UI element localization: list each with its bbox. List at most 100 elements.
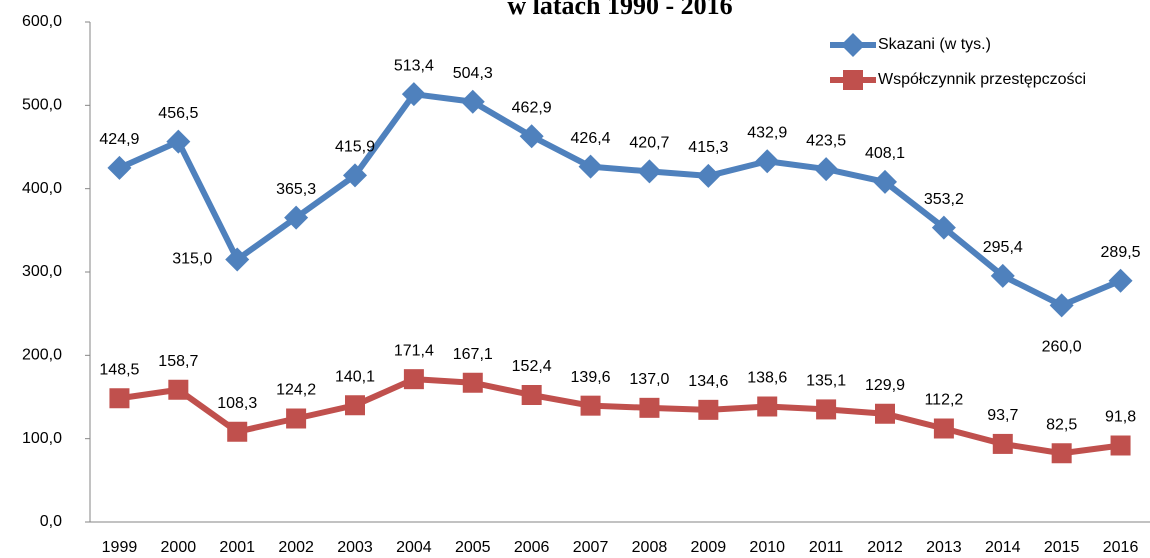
marker [284,205,309,230]
legend-label: Skazani (w tys.) [878,36,991,53]
data-label: 124,2 [276,382,316,399]
y-tick-label: 400,0 [22,180,62,197]
marker [107,155,132,180]
data-label: 315,0 [172,251,212,268]
data-label: 415,3 [688,139,728,156]
marker [225,247,250,272]
x-tick-label: 2016 [1103,539,1139,556]
y-tick-label: 200,0 [22,347,62,364]
marker [1108,268,1133,293]
data-label: 91,8 [1105,409,1136,426]
data-label: 408,1 [865,145,905,162]
marker [933,418,954,439]
marker [343,163,367,188]
marker [403,369,424,390]
data-label: 135,1 [806,373,846,390]
x-tick-label: 2001 [219,539,255,556]
marker [109,388,130,409]
x-tick-label: 2015 [1044,539,1080,556]
x-tick-label: 2003 [337,539,373,556]
marker [580,395,601,416]
data-label: 152,4 [512,358,552,375]
marker [168,379,189,400]
marker [757,396,778,417]
x-tick-label: 2012 [867,539,903,556]
marker [637,159,662,184]
series-line [118,91,1122,309]
data-label: 82,5 [1046,416,1077,433]
marker [816,399,837,420]
marker [639,397,660,418]
data-label: 426,4 [571,130,611,147]
data-label: 432,9 [747,124,787,141]
data-label: 462,9 [512,99,552,116]
y-tick-label: 100,0 [22,430,62,447]
marker [519,124,544,149]
legend-label: Współczynnik przestępczości [878,71,1086,88]
x-tick-label: 2008 [632,539,668,556]
data-label: 504,3 [453,65,493,82]
data-label: 167,1 [453,346,493,363]
y-tick-label: 300,0 [22,263,62,280]
data-label: 353,2 [924,191,964,208]
data-label: 137,0 [629,371,669,388]
marker [1049,293,1074,318]
marker [1110,435,1131,456]
x-tick-label: 2002 [278,539,314,556]
series-line [119,376,1121,457]
data-label: 513,4 [394,57,434,74]
marker [814,157,839,182]
data-label: 129,9 [865,377,905,394]
y-tick-label: 600,0 [22,13,62,30]
marker [1051,443,1072,464]
marker [166,129,191,154]
data-label: 456,5 [158,105,198,122]
marker [755,149,780,174]
data-label: 140,1 [335,368,375,385]
data-label: 112,2 [924,392,963,409]
data-label: 424,9 [99,131,139,148]
x-tick-label: 2011 [809,539,844,556]
marker [345,395,365,416]
data-label: 260,0 [1042,339,1082,356]
marker [462,372,483,393]
data-label: 158,7 [158,353,198,370]
chart-title: w latach 1990 - 2016 [507,0,732,20]
marker [698,399,719,420]
marker [578,154,603,179]
data-label: 148,5 [99,361,139,378]
data-label: 365,3 [276,181,316,198]
data-label: 415,9 [335,139,375,156]
x-tick-label: 2010 [749,539,785,556]
marker [696,163,721,188]
marker [873,169,897,194]
marker [990,263,1015,288]
data-label: 171,4 [394,342,434,359]
data-label: 139,6 [571,369,611,386]
marker [931,215,956,240]
marker [286,408,307,429]
marker [875,403,895,424]
data-label: 420,7 [629,135,669,152]
data-label: 138,6 [747,370,787,387]
marker [227,421,248,442]
data-label: 295,4 [983,239,1023,256]
marker [841,33,865,57]
x-tick-label: 2007 [573,539,609,556]
y-tick-label: 500,0 [22,97,62,114]
marker [843,70,863,90]
y-tick-label: 0,0 [40,513,62,530]
x-tick-label: 2006 [514,539,550,556]
x-tick-label: 2000 [161,539,197,556]
x-tick-label: 2004 [396,539,432,556]
x-tick-label: 2014 [985,539,1021,556]
marker [521,385,542,405]
x-tick-label: 2005 [455,539,491,556]
x-tick-label: 2009 [691,539,727,556]
x-tick-label: 2013 [926,539,962,556]
data-label: 134,6 [688,373,728,390]
marker [460,89,485,114]
data-label: 93,7 [987,407,1018,424]
marker [401,82,426,107]
